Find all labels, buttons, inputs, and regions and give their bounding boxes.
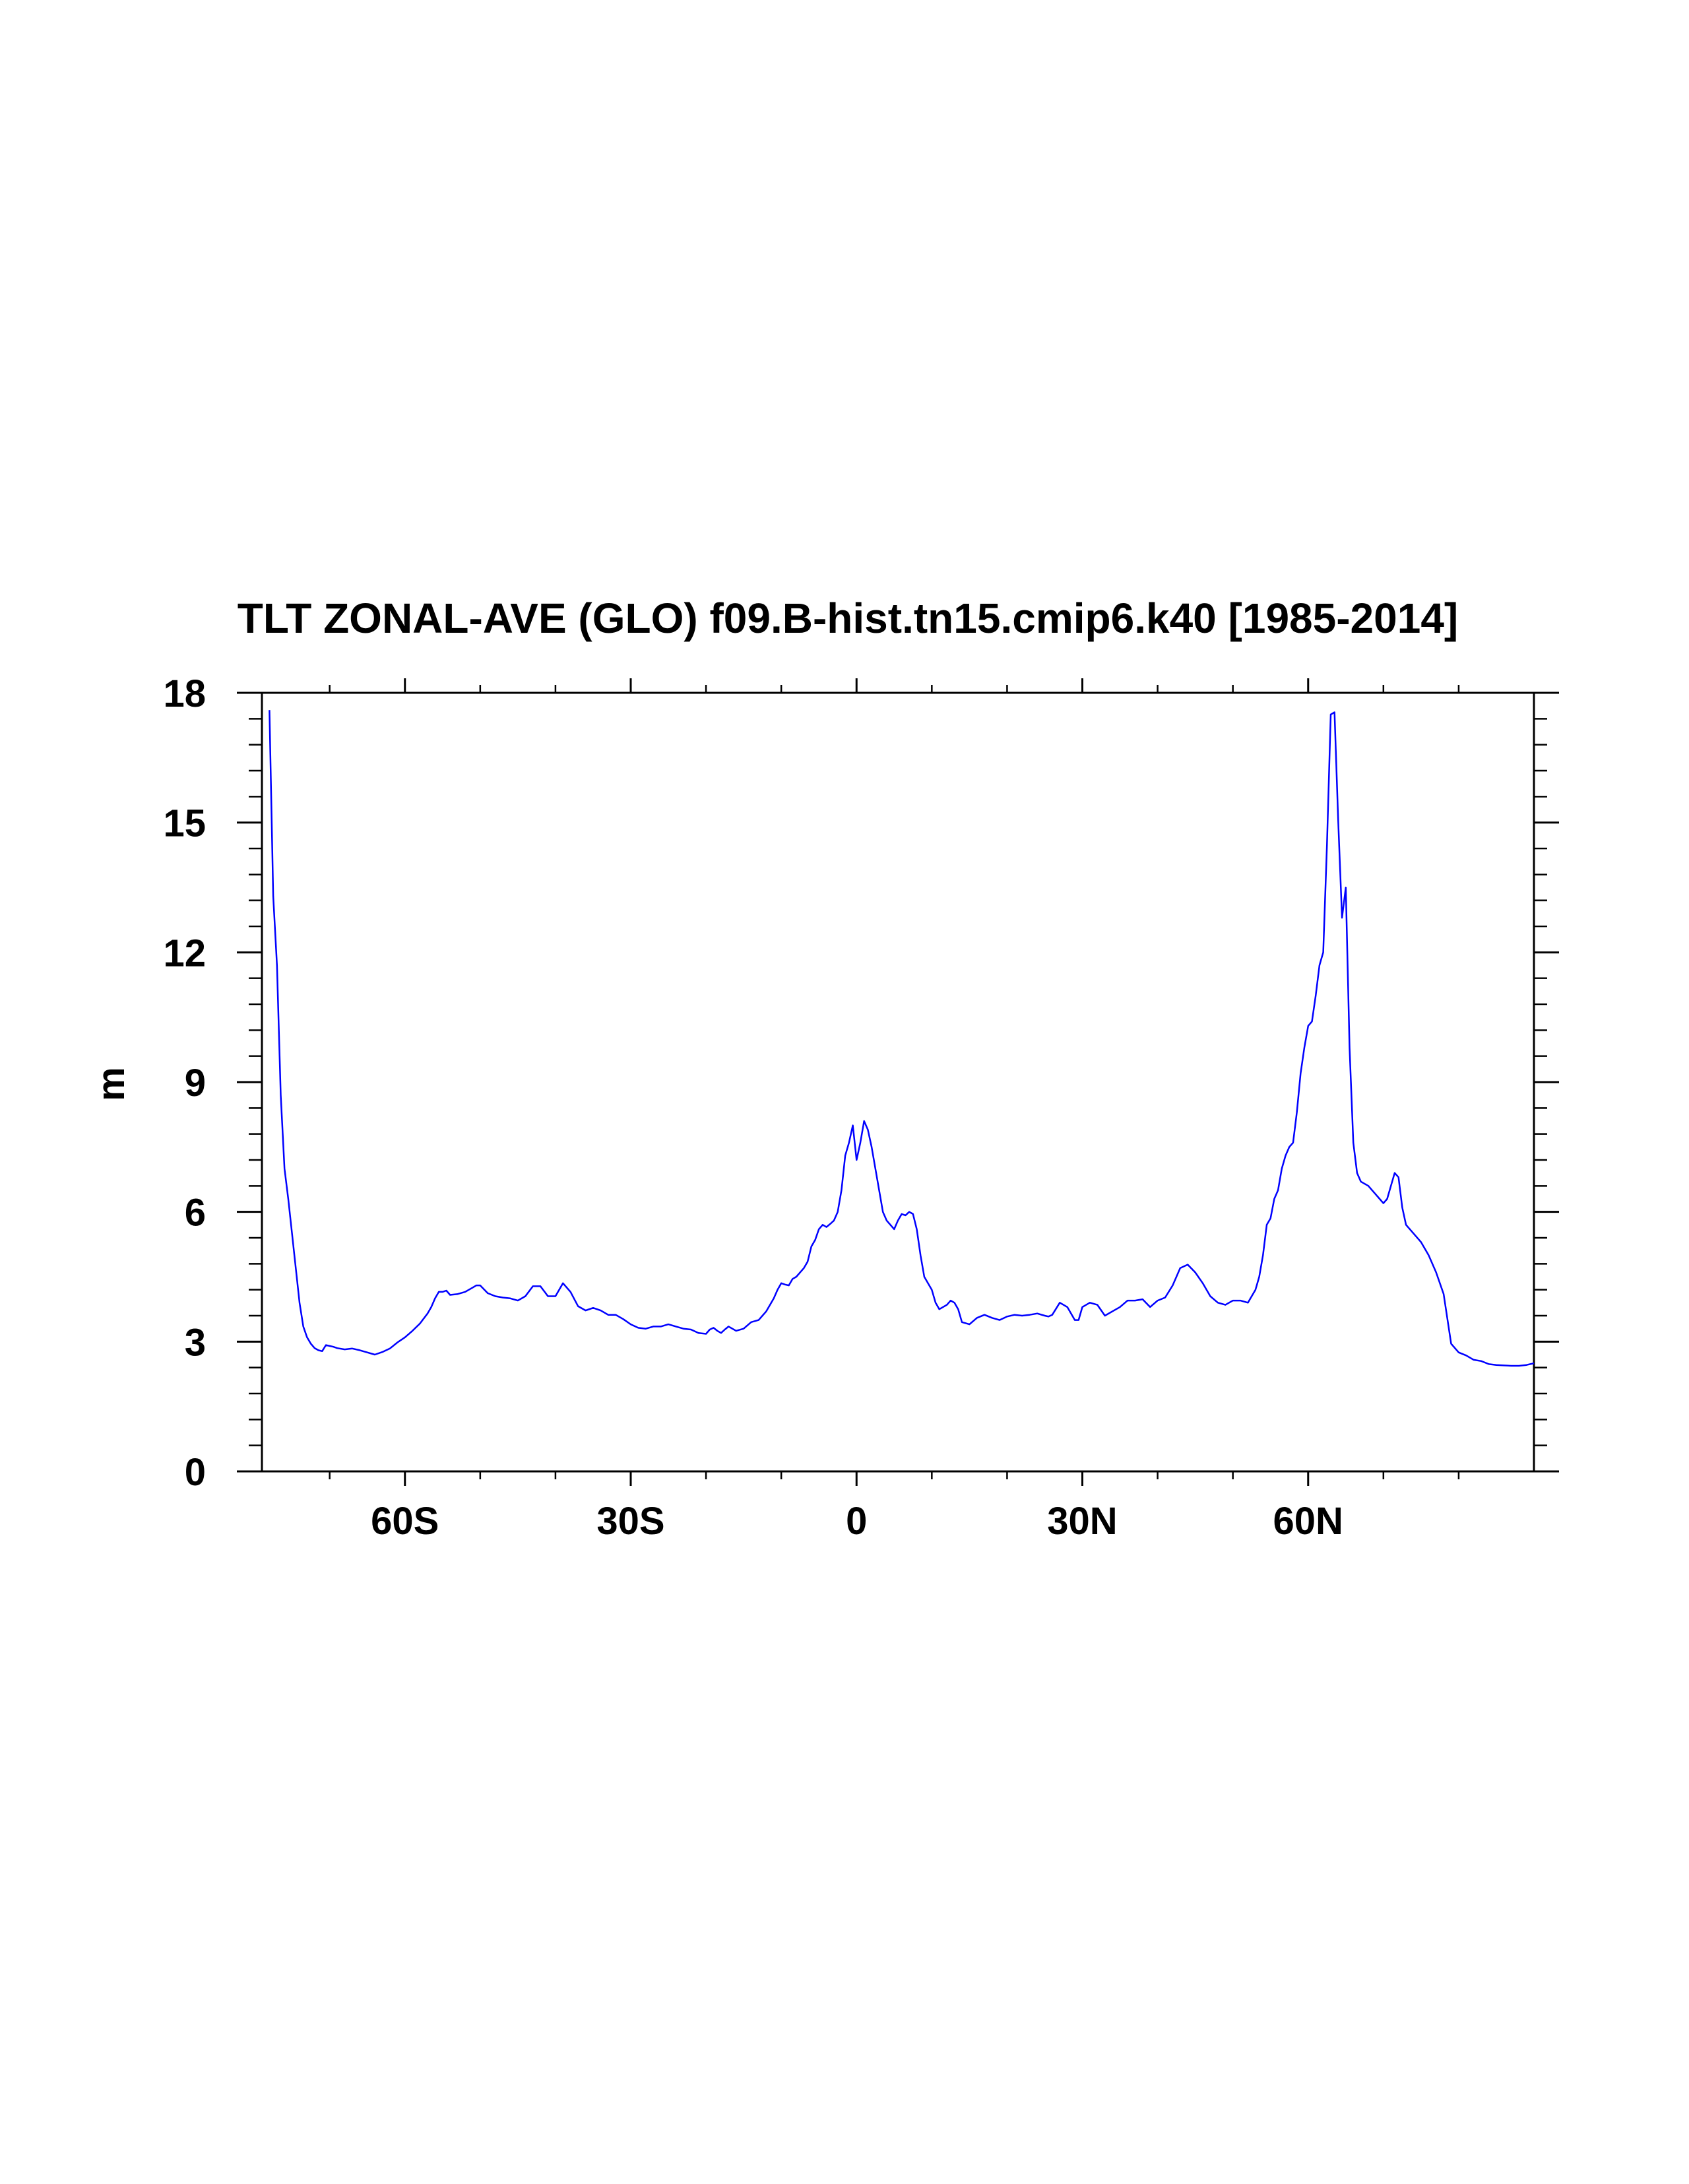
y-tick-label: 18 <box>163 672 206 715</box>
x-tick-label: 0 <box>846 1500 867 1543</box>
chart-title: TLT ZONAL-AVE (GLO) f09.B-hist.tn15.cmip… <box>238 594 1458 642</box>
plot-frame <box>261 691 1535 1473</box>
y-tick-label: 3 <box>185 1321 206 1364</box>
y-axis-label: m <box>90 1067 133 1101</box>
axis-ticks <box>237 678 1559 1486</box>
series-line <box>269 710 1535 1367</box>
x-tick-label: 30N <box>1047 1500 1117 1543</box>
tick-labels: 60S 30S 0 30N 60N 0 3 6 9 12 15 18 <box>163 672 1343 1543</box>
y-tick-label: 0 <box>185 1451 206 1494</box>
y-tick-label: 6 <box>185 1192 206 1235</box>
y-tick-label: 15 <box>163 802 206 845</box>
y-tick-label: 12 <box>163 932 206 975</box>
x-tick-label: 60N <box>1273 1500 1343 1543</box>
x-tick-label: 60S <box>371 1500 439 1543</box>
y-tick-label: 9 <box>185 1062 206 1105</box>
x-tick-label: 30S <box>596 1500 664 1543</box>
